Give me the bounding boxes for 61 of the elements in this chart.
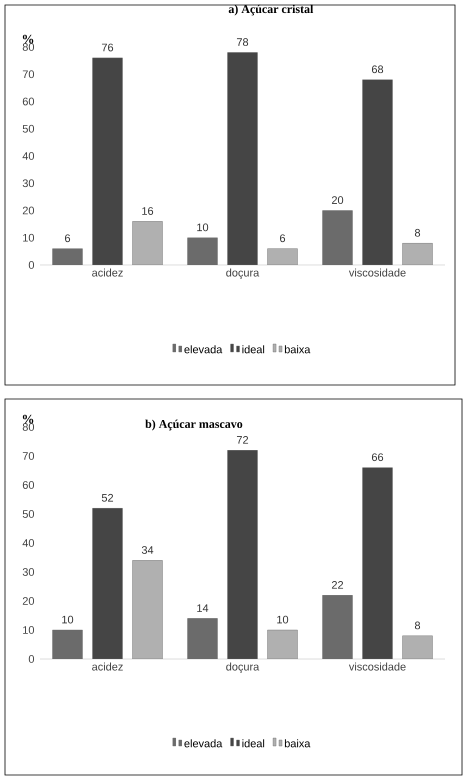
x-tick-label: acidez	[92, 268, 123, 277]
y-tick-label: 80	[22, 423, 34, 431]
y-tick-label: 70	[22, 452, 34, 460]
data-label: 10	[62, 616, 74, 624]
x-tick-label: doçura	[226, 662, 260, 673]
y-tick-label: 10	[23, 234, 34, 242]
legend-label: ideal	[242, 739, 264, 748]
data-label: 16	[142, 207, 154, 215]
bar	[92, 508, 123, 659]
data-label: 34	[142, 546, 154, 554]
x-tick-label: viscosidade	[348, 662, 406, 671]
bar	[362, 467, 393, 659]
bar	[322, 210, 353, 265]
chart-title: b) Açúcar mascavo	[145, 420, 242, 430]
bar	[362, 79, 393, 265]
y-axis-title: %	[22, 414, 34, 424]
legend-label: elevada	[184, 739, 222, 748]
bar	[92, 58, 123, 265]
data-label: 8	[414, 228, 420, 237]
chart-title: a) Açúcar cristal	[228, 4, 314, 16]
bar	[227, 450, 258, 659]
y-tick-label: 80	[22, 43, 34, 51]
data-label: 68	[372, 65, 384, 74]
data-label: 20	[332, 196, 344, 204]
y-tick-label: 40	[22, 539, 34, 547]
data-label: 6	[280, 234, 286, 242]
data-label: 76	[102, 44, 114, 52]
y-tick-label: 60	[22, 98, 34, 106]
y-tick-label: 70	[22, 70, 34, 78]
y-tick-label: 30	[22, 179, 34, 188]
data-label: 6	[65, 234, 70, 242]
y-tick-label: 40	[22, 152, 34, 160]
legend-label: baixa	[284, 739, 310, 748]
y-tick-label: 50	[22, 510, 34, 518]
data-label: 10	[277, 616, 288, 624]
y-axis-title: %	[22, 34, 34, 44]
data-label: 72	[236, 436, 248, 444]
data-label: 8	[414, 622, 420, 630]
legend-label: baixa	[284, 345, 310, 354]
y-tick-label: 20	[22, 206, 34, 214]
y-tick-label: 30	[22, 568, 34, 576]
y-tick-label: 60	[22, 481, 34, 489]
bar	[227, 52, 258, 265]
legend-label: ideal	[242, 345, 264, 354]
y-tick-label: 50	[22, 124, 34, 133]
data-label: 10	[197, 223, 208, 232]
data-label: 14	[197, 604, 208, 612]
data-label: 66	[372, 453, 384, 462]
legend-label: elevada	[184, 345, 222, 354]
bar	[187, 238, 218, 265]
y-tick-label: 0	[28, 261, 34, 269]
y-tick-label: 0	[28, 655, 34, 663]
data-label: 52	[102, 494, 114, 502]
data-label: 78	[236, 38, 248, 46]
x-tick-label: doçura	[226, 268, 260, 279]
y-tick-label: 10	[23, 626, 34, 634]
x-tick-label: acidez	[92, 662, 123, 671]
data-label: 22	[332, 581, 344, 589]
y-tick-label: 20	[22, 597, 34, 605]
bar	[52, 248, 83, 265]
x-tick-label: viscosidade	[348, 268, 406, 277]
